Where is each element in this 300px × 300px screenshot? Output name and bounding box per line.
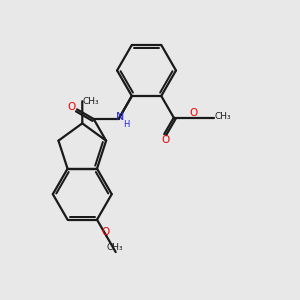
Text: CH₃: CH₃ xyxy=(214,112,231,121)
Text: O: O xyxy=(190,108,198,118)
Text: H: H xyxy=(123,120,129,129)
Text: O: O xyxy=(161,135,170,145)
Text: N: N xyxy=(116,112,124,122)
Text: CH₃: CH₃ xyxy=(106,243,123,252)
Text: O: O xyxy=(67,102,75,112)
Text: O: O xyxy=(101,227,110,237)
Text: CH₃: CH₃ xyxy=(82,97,99,106)
